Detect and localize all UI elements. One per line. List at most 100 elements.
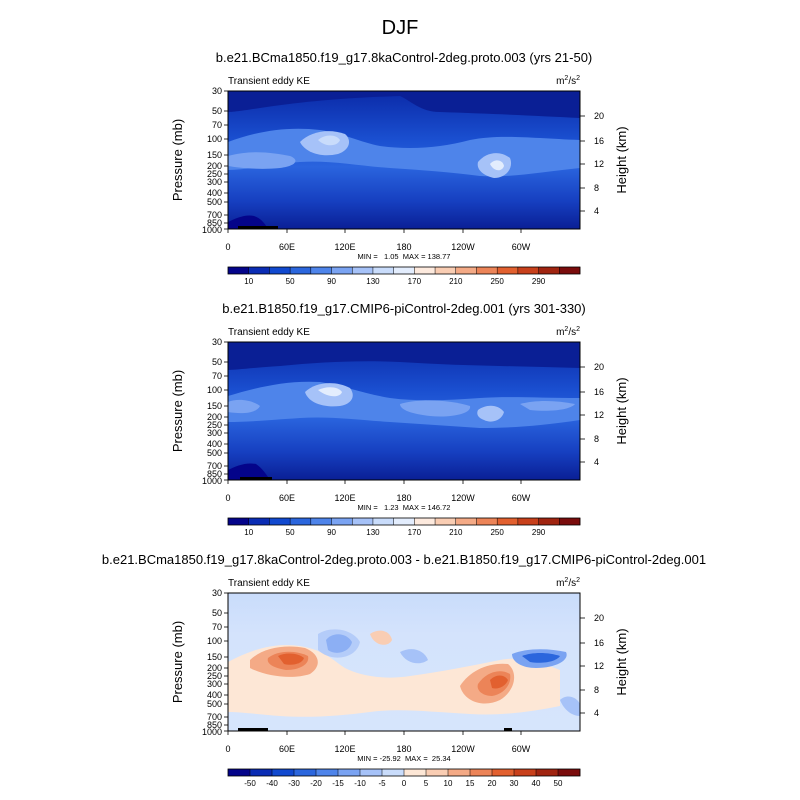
panel-2-left-label: Transient eddy KE bbox=[228, 327, 310, 338]
colorbar-label: 50 bbox=[286, 277, 295, 286]
colorbar-swatch bbox=[372, 518, 394, 525]
colorbar-swatch bbox=[331, 267, 353, 274]
colorbar-label: -30 bbox=[288, 779, 300, 788]
y-tick-label: 30 bbox=[212, 86, 222, 96]
panel-2-jet-core-4 bbox=[520, 401, 575, 411]
x-tick-label: 120E bbox=[334, 744, 355, 754]
y-tick-label: 700 bbox=[207, 712, 222, 722]
y-tick-label: 150 bbox=[207, 150, 222, 160]
colorbar-swatch bbox=[455, 267, 477, 274]
colorbar-label: -20 bbox=[310, 779, 322, 788]
panel-3-left-label: Transient eddy KE bbox=[228, 578, 310, 589]
y-tick-label: 200 bbox=[207, 161, 222, 171]
colorbar-label: 0 bbox=[402, 779, 407, 788]
panel-1-topography bbox=[238, 226, 278, 229]
panel-2-jet-core-3 bbox=[477, 405, 504, 422]
colorbar-swatch bbox=[559, 518, 581, 525]
panel-2-units: m2/s2 bbox=[556, 326, 580, 338]
panel-3-units: m2/s2 bbox=[556, 577, 580, 589]
panel-2-jet-core-2 bbox=[400, 400, 471, 417]
height-tick-label: 4 bbox=[594, 457, 599, 467]
colorbar-label: -10 bbox=[354, 779, 366, 788]
colorbar-swatch bbox=[497, 267, 519, 274]
colorbar-label: 250 bbox=[490, 528, 504, 537]
x-tick-label: 60W bbox=[512, 493, 531, 503]
panel-1-left-label: Transient eddy KE bbox=[228, 76, 310, 87]
panel-1-title: b.e21.BCma1850.f19_g17.8kaControl-2deg.p… bbox=[216, 50, 593, 65]
y-tick-label: 30 bbox=[212, 588, 222, 598]
height-tick-label: 8 bbox=[594, 434, 599, 444]
colorbar-label: -15 bbox=[332, 779, 344, 788]
panel-3-cool-patch-1-halo bbox=[318, 629, 360, 658]
panel-1-field bbox=[228, 91, 580, 229]
colorbar-swatch bbox=[294, 769, 317, 776]
y-tick-label: 300 bbox=[207, 177, 222, 187]
y-tick-label: 700 bbox=[207, 461, 222, 471]
x-tick-label: 60W bbox=[512, 242, 531, 252]
colorbar-swatch bbox=[310, 518, 332, 525]
colorbar-swatch bbox=[352, 267, 374, 274]
x-tick-label: 120E bbox=[334, 493, 355, 503]
y-tick-label: 300 bbox=[207, 679, 222, 689]
x-tick-label: 60E bbox=[279, 744, 295, 754]
colorbar-swatch bbox=[414, 267, 436, 274]
panel-2-stats: MIN = 1.23 MAX = 146.72 bbox=[358, 503, 451, 512]
panel-3-warm-core-2-inner bbox=[490, 675, 508, 689]
height-tick-label: 8 bbox=[594, 183, 599, 193]
height-tick-label: 20 bbox=[594, 111, 604, 121]
colorbar-swatch bbox=[492, 769, 515, 776]
colorbar-label: 130 bbox=[366, 528, 380, 537]
panel-3-warm-core-1-inner bbox=[278, 653, 304, 665]
colorbar-swatch bbox=[455, 518, 477, 525]
panel-3-topography bbox=[238, 728, 268, 731]
y-tick-label: 850 bbox=[207, 720, 222, 730]
y-tick-label: 400 bbox=[207, 690, 222, 700]
y-tick-label: 1000 bbox=[202, 225, 222, 235]
y-tick-label: 400 bbox=[207, 439, 222, 449]
y-tick-label: 70 bbox=[212, 371, 222, 381]
colorbar-swatch bbox=[228, 267, 250, 274]
colorbar-label: 170 bbox=[408, 277, 422, 286]
y-tick-label: 500 bbox=[207, 699, 222, 709]
colorbar-label: 20 bbox=[488, 779, 497, 788]
x-tick-label: 60E bbox=[279, 242, 295, 252]
colorbar-label: 15 bbox=[466, 779, 475, 788]
colorbar-swatch bbox=[338, 769, 361, 776]
colorbar-frame bbox=[227, 517, 581, 526]
colorbar-swatch bbox=[269, 518, 291, 525]
panel-1-jet-core-1-inner bbox=[318, 135, 340, 146]
height-tick-label: 16 bbox=[594, 387, 604, 397]
colorbar-swatch bbox=[290, 267, 312, 274]
panel-2: b.e21.B1850.f19_g17.CMIP6-piControl-2deg… bbox=[170, 301, 629, 537]
panel-2-jet-core-1-inner bbox=[318, 387, 342, 397]
x-tick-label: 180 bbox=[396, 242, 411, 252]
colorbar-swatch bbox=[559, 267, 581, 274]
colorbar-label: -40 bbox=[266, 779, 278, 788]
colorbar-swatch bbox=[448, 769, 471, 776]
colorbar-label: 210 bbox=[449, 528, 463, 537]
panel-2-height-axis: 20 16 12 8 4 bbox=[594, 362, 604, 467]
colorbar-swatch bbox=[310, 267, 332, 274]
colorbar-swatch bbox=[228, 518, 250, 525]
y-tick-label: 200 bbox=[207, 412, 222, 422]
colorbar-label: 90 bbox=[327, 528, 336, 537]
panel-1-ylabel: Pressure (mb) bbox=[170, 119, 185, 201]
colorbar-label: 5 bbox=[424, 779, 429, 788]
x-tick-label: 180 bbox=[396, 744, 411, 754]
colorbar-label: 10 bbox=[244, 277, 253, 286]
y-tick-label: 70 bbox=[212, 622, 222, 632]
y-tick-label: 200 bbox=[207, 663, 222, 673]
colorbar-label: 290 bbox=[532, 528, 546, 537]
panel-3-warm-spot bbox=[370, 630, 392, 645]
colorbar-label: 50 bbox=[286, 528, 295, 537]
colorbar-swatch bbox=[372, 267, 394, 274]
y-tick-label: 400 bbox=[207, 188, 222, 198]
y-tick-label: 50 bbox=[212, 106, 222, 116]
colorbar-label: 10 bbox=[244, 528, 253, 537]
panel-3-topography-2 bbox=[504, 728, 512, 731]
panel-2-x-axis: 0 60E 120E 180 120W 60W bbox=[225, 493, 530, 503]
colorbar-label: 40 bbox=[532, 779, 541, 788]
y-tick-label: 500 bbox=[207, 448, 222, 458]
y-tick-label: 100 bbox=[207, 134, 222, 144]
y-tick-label: 30 bbox=[212, 337, 222, 347]
